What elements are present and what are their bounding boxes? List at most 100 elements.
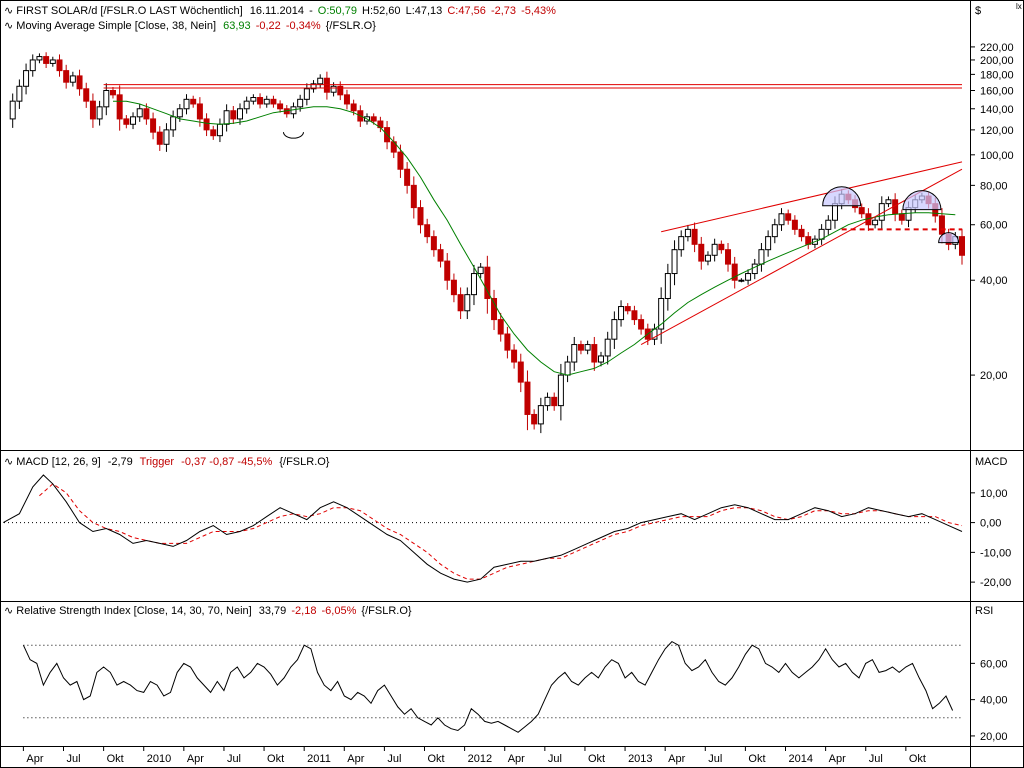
candle-body[interactable]: [410, 184, 417, 209]
candle-body[interactable]: [216, 123, 223, 137]
candle-body[interactable]: [323, 77, 330, 93]
candle-body[interactable]: [297, 98, 304, 108]
candle-body[interactable]: [343, 94, 350, 105]
candle-body[interactable]: [130, 116, 137, 125]
candle-body[interactable]: [317, 77, 324, 85]
candle-body[interactable]: [170, 116, 177, 131]
trend-line[interactable]: [661, 161, 963, 233]
macd-plot[interactable]: [0, 474, 963, 583]
candle-body[interactable]: [370, 116, 377, 122]
candle-body[interactable]: [16, 85, 23, 102]
candle-body[interactable]: [470, 273, 477, 296]
candle-body[interactable]: [557, 374, 564, 407]
candle-body[interactable]: [584, 344, 591, 351]
candle-body[interactable]: [56, 59, 63, 72]
candle-body[interactable]: [457, 294, 464, 312]
candle-body[interactable]: [751, 263, 758, 275]
candle-body[interactable]: [277, 103, 284, 110]
candle-body[interactable]: [497, 319, 504, 335]
candle-body[interactable]: [711, 243, 718, 256]
candle-body[interactable]: [424, 224, 431, 238]
candle-body[interactable]: [825, 219, 832, 230]
candle-body[interactable]: [785, 213, 792, 221]
rsi-plot[interactable]: [22, 640, 962, 733]
candle-body[interactable]: [624, 306, 631, 312]
candle-body[interactable]: [196, 103, 203, 120]
rsi-legend[interactable]: ∿ Relative Strength Index [Close, 14, 30…: [4, 605, 412, 617]
candle-body[interactable]: [885, 199, 892, 205]
candle-body[interactable]: [464, 294, 471, 312]
candle-body[interactable]: [89, 100, 96, 120]
candle-body[interactable]: [63, 70, 70, 83]
candle-body[interactable]: [223, 110, 230, 125]
candle-body[interactable]: [591, 344, 598, 363]
candle-body[interactable]: [236, 108, 243, 120]
candle-body[interactable]: [337, 85, 344, 96]
candle-body[interactable]: [791, 219, 798, 230]
candle-body[interactable]: [544, 396, 551, 407]
candle-body[interactable]: [504, 333, 511, 351]
candle-body[interactable]: [263, 98, 270, 105]
candle-body[interactable]: [83, 88, 90, 102]
candle-body[interactable]: [664, 273, 671, 299]
candle-body[interactable]: [704, 254, 711, 262]
candle-body[interactable]: [49, 59, 56, 64]
candle-body[interactable]: [230, 110, 237, 120]
candle-body[interactable]: [531, 413, 538, 425]
candle-body[interactable]: [23, 70, 30, 87]
pattern-arc[interactable]: [282, 132, 304, 139]
candle-body[interactable]: [511, 349, 518, 363]
candle-body[interactable]: [638, 319, 645, 330]
trigger-line[interactable]: [39, 483, 963, 580]
candle-body[interactable]: [450, 279, 457, 296]
candle-body[interactable]: [517, 361, 524, 383]
candle-body[interactable]: [872, 219, 879, 226]
candle-body[interactable]: [123, 118, 130, 125]
macd-legend[interactable]: ∿ MACD [12, 26, 9] -2,79 Trigger -0,37 -…: [4, 456, 330, 468]
candle-body[interactable]: [524, 381, 531, 415]
candle-body[interactable]: [671, 249, 678, 275]
candle-body[interactable]: [96, 106, 103, 120]
candle-body[interactable]: [397, 151, 404, 170]
candle-body[interactable]: [143, 108, 150, 120]
candle-body[interactable]: [684, 228, 691, 238]
candle-body[interactable]: [771, 224, 778, 238]
candle-body[interactable]: [551, 396, 558, 407]
candle-body[interactable]: [190, 98, 197, 105]
candle-body[interactable]: [564, 361, 571, 376]
candle-body[interactable]: [43, 56, 50, 64]
candle-body[interactable]: [437, 249, 444, 262]
candle-body[interactable]: [618, 306, 625, 321]
candle-body[interactable]: [484, 266, 491, 299]
pattern-arc[interactable]: [938, 232, 960, 244]
candle-body[interactable]: [243, 100, 250, 110]
pattern-arc[interactable]: [822, 186, 862, 207]
ma-legend[interactable]: ∿ Moving Average Simple [Close, 38, Nein…: [4, 20, 376, 32]
candle-body[interactable]: [69, 75, 76, 83]
candle-body[interactable]: [183, 98, 190, 110]
candle-body[interactable]: [778, 213, 785, 226]
candle-body[interactable]: [738, 279, 745, 282]
candle-body[interactable]: [491, 297, 498, 321]
candle-body[interactable]: [765, 236, 772, 251]
candle-body[interactable]: [36, 56, 43, 61]
candle-body[interactable]: [571, 344, 578, 363]
candle-body[interactable]: [444, 260, 451, 281]
price-plot[interactable]: [9, 52, 965, 434]
candle-body[interactable]: [76, 75, 83, 90]
candle-body[interactable]: [898, 213, 905, 221]
candle-body[interactable]: [9, 100, 16, 120]
candle-body[interactable]: [658, 297, 665, 330]
moving-average-line[interactable]: [113, 100, 956, 376]
candle-body[interactable]: [698, 243, 705, 262]
macd-line[interactable]: [3, 474, 963, 583]
candle-body[interactable]: [163, 129, 170, 145]
candle-body[interactable]: [156, 131, 163, 145]
candle-body[interactable]: [745, 273, 752, 281]
candle-body[interactable]: [257, 97, 264, 105]
candle-body[interactable]: [718, 243, 725, 251]
candle-body[interactable]: [150, 118, 157, 133]
candle-body[interactable]: [136, 108, 143, 118]
candle-body[interactable]: [404, 168, 411, 186]
candle-body[interactable]: [176, 108, 183, 118]
